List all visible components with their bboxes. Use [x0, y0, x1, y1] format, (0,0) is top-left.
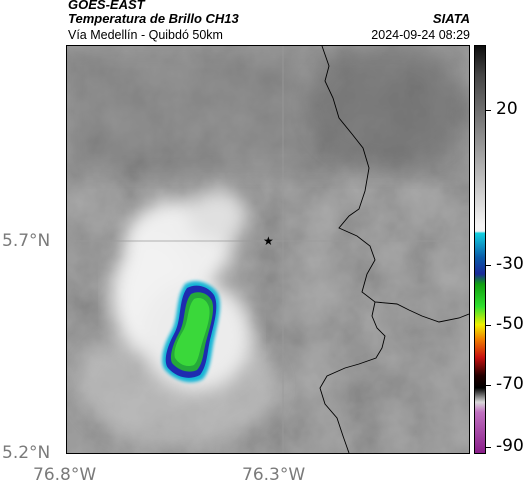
colorbar-label-minus30: -30: [496, 254, 524, 274]
colorbar-label-minus70: -70: [496, 374, 524, 394]
lon-label-east: 76.3°W: [242, 465, 306, 485]
product-title: GOES-EAST: [68, 0, 145, 12]
colorbar-label-minus50: -50: [496, 314, 524, 334]
colorbar-tick: [486, 265, 491, 266]
colorbar-label-20: 20: [496, 99, 518, 119]
political-border: [319, 46, 469, 453]
dark-region-ne: [307, 46, 467, 166]
star-icon: ★: [263, 234, 274, 248]
lat-label-upper: 5.7°N: [2, 231, 51, 251]
colorbar-tick: [486, 110, 491, 111]
lon-label-west: 76.8°W: [33, 465, 97, 485]
temperature-colorbar: [474, 45, 486, 454]
colorbar-label-minus90: -90: [496, 436, 524, 456]
datetime-label: 2024-09-24 08:29: [371, 28, 470, 42]
lat-label-lower: 5.2°N: [2, 443, 51, 463]
organization-label: SIATA: [432, 11, 470, 26]
colorbar-tick: [486, 385, 491, 386]
convective-cell: [162, 281, 221, 383]
colorbar-tick: [486, 447, 491, 448]
satellite-map: ★: [66, 45, 470, 454]
cloud-mass: [112, 191, 252, 391]
map-canvas: ★: [67, 46, 469, 453]
colorbar-tick: [486, 325, 491, 326]
colorbar-gradient: [475, 46, 485, 453]
location-label: Vía Medellín - Quibdó 50km: [68, 28, 223, 42]
product-subtitle: Temperatura de Brillo CH13: [68, 11, 239, 26]
